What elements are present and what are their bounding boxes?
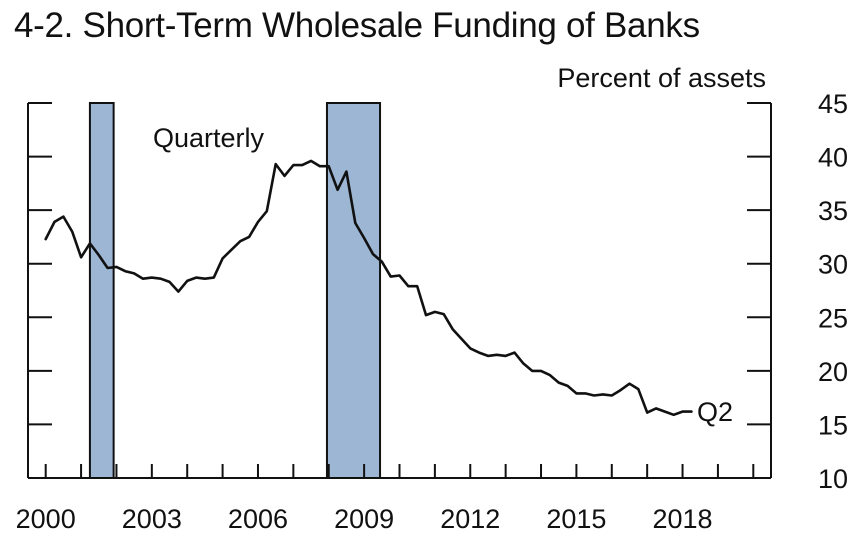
- chart-axes: [27, 102, 772, 479]
- y-tick-label: 20: [818, 357, 848, 387]
- recession-band: [325, 102, 382, 479]
- y-tick-label: 45: [818, 89, 848, 119]
- y-tick-label: 40: [818, 143, 848, 173]
- x-tick-label: 2003: [122, 504, 182, 534]
- recession-shading-group: [88, 102, 382, 479]
- chart-labels: 10 15 20 25 30 35 40 45 2000 2003 2006 2009 2012 2015…: [16, 63, 848, 534]
- x-tick-label: 2012: [440, 504, 500, 534]
- y-tick-label: 15: [818, 410, 848, 440]
- x-tick-label: 2009: [334, 504, 394, 534]
- x-tick-label: 2000: [16, 504, 76, 534]
- y-tick-label: 30: [818, 250, 848, 280]
- y-axis-label: Percent of assets: [557, 63, 766, 93]
- x-tick-label: 2006: [228, 504, 288, 534]
- y-tick-label: 35: [818, 196, 848, 226]
- x-tick-label: 2015: [546, 504, 606, 534]
- x-tick-label: 2018: [653, 504, 713, 534]
- series-group: [44, 159, 693, 417]
- recession-band: [88, 102, 115, 479]
- y-tick-label: 10: [818, 464, 848, 494]
- y-tick-label: 25: [818, 303, 848, 333]
- series-line: [44, 159, 693, 417]
- chart-title: 4-2. Short-Term Wholesale Funding of Ban…: [14, 6, 700, 45]
- frequency-label: Quarterly: [153, 123, 265, 153]
- series-end-label: Q2: [697, 397, 733, 427]
